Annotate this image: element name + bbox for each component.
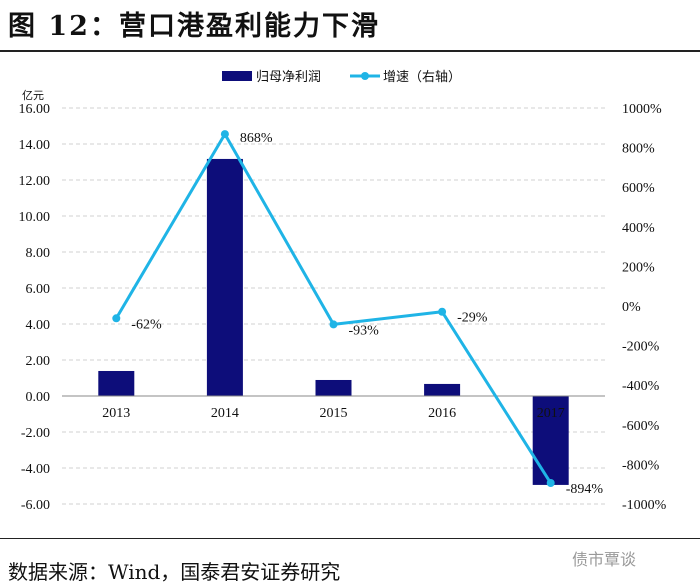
left-tick-label: 10.00 <box>19 210 51 225</box>
left-tick-label: 12.00 <box>19 174 51 189</box>
x-tick-label: 2017 <box>537 406 565 421</box>
right-tick-label: 400% <box>622 221 655 236</box>
x-tick-label: 2015 <box>320 406 348 421</box>
left-tick-label: 6.00 <box>26 282 51 297</box>
growth-line <box>115 131 552 484</box>
growth-point-2015 <box>329 320 338 329</box>
left-tick-label: 0.00 <box>26 390 51 405</box>
legend-line-label: 增速（右轴） <box>383 69 461 84</box>
legend-line-marker <box>361 72 369 80</box>
x-tick-label: 2016 <box>428 406 456 421</box>
growth-point-2014 <box>220 130 229 139</box>
bar-2016 <box>424 383 461 396</box>
watermark: 债市覃谈 <box>572 550 637 569</box>
right-tick-label: -400% <box>622 379 660 394</box>
source-divider <box>0 538 700 539</box>
right-tick-label: -600% <box>622 419 660 434</box>
left-tick-label: 8.00 <box>26 246 51 261</box>
left-tick-label: -6.00 <box>21 498 50 513</box>
right-tick-label: 800% <box>622 142 655 157</box>
left-tick-label: -4.00 <box>21 462 50 477</box>
growth-point-2017 <box>546 479 555 488</box>
bar-2015 <box>315 379 352 396</box>
growth-label: -93% <box>349 323 380 338</box>
right-tick-label: 200% <box>622 260 655 275</box>
legend-bar-swatch <box>222 71 252 81</box>
x-tick-label: 2014 <box>211 406 239 421</box>
growth-label: -62% <box>131 317 162 332</box>
bar-2014 <box>206 158 243 396</box>
growth-label: -894% <box>566 482 604 497</box>
growth-point-2016 <box>438 307 447 316</box>
left-tick-label: 14.00 <box>19 138 51 153</box>
growth-label: 868% <box>240 131 273 146</box>
growth-label: -29% <box>457 311 488 326</box>
x-tick-label: 2013 <box>102 406 130 421</box>
left-tick-label: 4.00 <box>26 318 51 333</box>
bar-2017 <box>532 396 569 485</box>
bar-2013 <box>98 370 135 396</box>
left-axis-unit: 亿元 <box>22 89 44 102</box>
right-tick-label: -800% <box>622 458 660 473</box>
growth-point-2013 <box>112 314 121 323</box>
source-note: 数据来源：Wind，国泰君安证券研究 <box>8 560 341 584</box>
figure-title: 图 12：营口港盈利能力下滑 <box>8 11 380 42</box>
right-tick-label: 0% <box>622 300 641 315</box>
left-tick-label: 16.00 <box>19 102 51 117</box>
right-tick-label: -1000% <box>622 498 667 513</box>
left-tick-label: -2.00 <box>21 426 50 441</box>
legend-bar-label: 归母净利润 <box>256 69 321 84</box>
title-divider <box>0 50 700 52</box>
right-tick-label: -200% <box>622 340 660 355</box>
left-tick-label: 2.00 <box>26 354 51 369</box>
right-tick-label: 600% <box>622 181 655 196</box>
right-tick-label: 1000% <box>622 102 662 117</box>
